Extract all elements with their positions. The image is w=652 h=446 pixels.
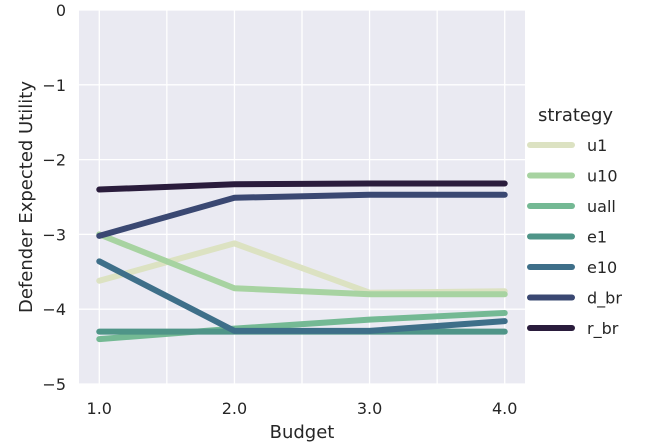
series-lines (96, 180, 508, 343)
legend-label-u10: u10 (587, 167, 618, 186)
legend-label-e10: e10 (587, 258, 617, 277)
x-tick-label: 3.0 (357, 399, 382, 418)
legend-label-uall: uall (587, 197, 616, 216)
legend-label-d_br: d_br (587, 289, 622, 309)
x-tick-label: 2.0 (222, 399, 247, 418)
y-tick-label: −2 (42, 151, 66, 170)
y-tick-label: −1 (42, 76, 66, 95)
x-axis-label: Budget (270, 422, 335, 443)
x-tick-label: 1.0 (87, 399, 112, 418)
series-line-d_br (96, 191, 508, 239)
y-axis-ticks: 0 −1 −2 −3 −4 −5 (42, 1, 66, 394)
legend-title: strategy (538, 105, 613, 126)
y-tick-label: 0 (56, 1, 66, 20)
y-axis-label: Defender Expected Utility (16, 81, 37, 313)
series-line-e10 (96, 258, 508, 334)
series-line-r_br (96, 180, 508, 193)
y-tick-label: −3 (42, 225, 66, 244)
legend-label-r_br: r_br (587, 319, 619, 339)
x-tick-label: 4.0 (492, 399, 517, 418)
legend-label-e1: e1 (587, 228, 607, 247)
x-axis-ticks: 1.0 2.0 3.0 4.0 (87, 399, 518, 418)
series-line-u10 (96, 231, 508, 298)
legend: strategy u1 u10 uall e1 e10 d_br r_br (527, 105, 622, 339)
legend-label-u1: u1 (587, 136, 607, 155)
y-tick-label: −4 (42, 300, 66, 319)
y-tick-label: −5 (42, 375, 66, 394)
